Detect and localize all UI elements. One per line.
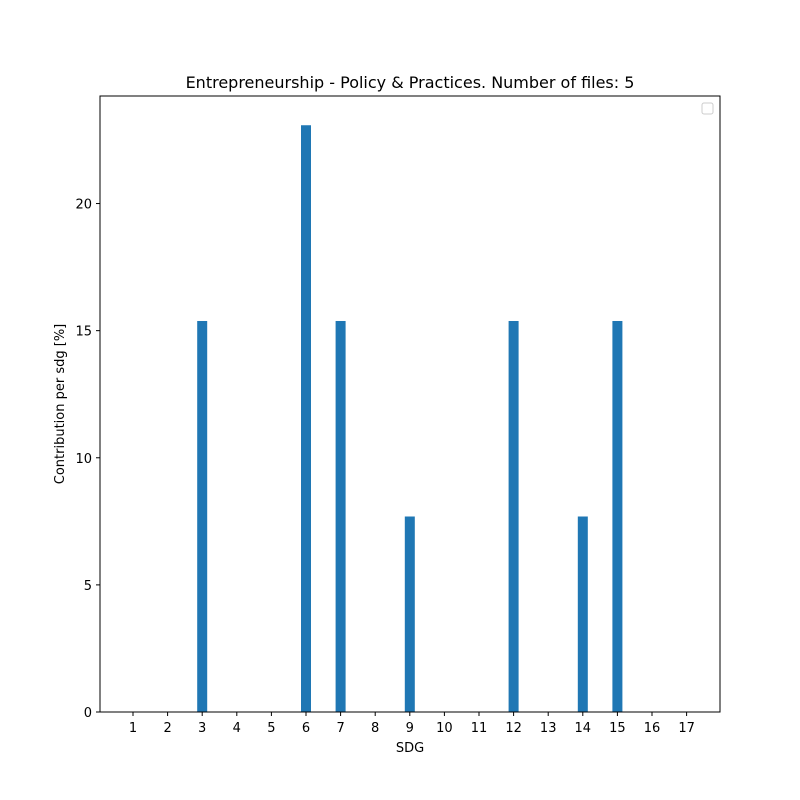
x-tick-label: 3 — [198, 721, 206, 736]
x-tick-label: 8 — [371, 721, 379, 736]
x-tick-label: 5 — [267, 721, 275, 736]
chart-title: Entrepreneurship - Policy & Practices. N… — [186, 73, 635, 92]
x-tick-label: 16 — [644, 721, 661, 736]
x-tick-label: 9 — [406, 721, 414, 736]
x-tick-label: 10 — [436, 721, 453, 736]
x-tick-label: 6 — [302, 721, 310, 736]
x-tick-label: 1 — [129, 721, 137, 736]
bar-sdg-14 — [577, 516, 588, 712]
y-tick-label: 10 — [75, 452, 92, 467]
x-tick-label: 7 — [336, 721, 344, 736]
legend-box — [701, 102, 714, 115]
x-tick-label: 17 — [678, 721, 695, 736]
bar-sdg-6 — [301, 125, 311, 713]
y-tick-label: 20 — [75, 198, 92, 213]
x-axis-ticks: 1 2 3 4 5 6 7 8 9 10 11 12 13 14 15 16 17 — [129, 712, 695, 736]
legend — [701, 102, 714, 115]
x-tick-label: 12 — [505, 721, 522, 736]
bar-sdg-15 — [612, 320, 623, 712]
x-tick-label: 4 — [233, 721, 241, 736]
y-tick-label: 5 — [84, 579, 92, 594]
plot-frame — [99, 95, 721, 713]
x-tick-label: 14 — [575, 721, 592, 736]
y-axis-ticks: 0 5 10 15 20 — [75, 198, 100, 721]
bar-sdg-12 — [508, 320, 519, 712]
x-tick-label: 11 — [471, 721, 488, 736]
x-tick-label: 13 — [540, 721, 557, 736]
x-tick-label: 15 — [609, 721, 626, 736]
bars-group — [197, 125, 623, 713]
y-tick-label: 15 — [75, 325, 92, 340]
bar-sdg-9 — [404, 516, 415, 712]
x-axis-label: SDG — [396, 741, 424, 756]
x-tick-label: 2 — [163, 721, 171, 736]
bar-sdg-3 — [197, 320, 208, 712]
y-tick-label: 0 — [84, 706, 92, 721]
y-axis-label: Contribution per sdg [%] — [53, 324, 68, 484]
bar-sdg-7 — [335, 320, 346, 712]
